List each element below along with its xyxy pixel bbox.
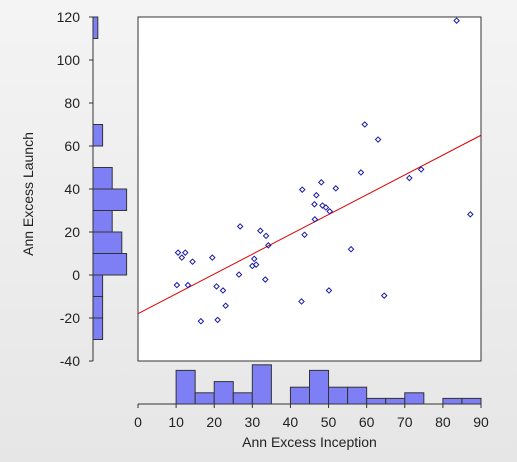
- x-histogram-bar: [385, 397, 406, 405]
- y-histogram-bar: [92, 253, 128, 276]
- x-histogram-bar: [404, 392, 425, 405]
- scatter-point: [311, 216, 319, 223]
- scatter-point: [332, 185, 340, 192]
- scatter-point: [235, 271, 243, 278]
- scatter-point: [319, 202, 326, 209]
- y-axis-label: Ann Excess Launch: [20, 132, 36, 256]
- x-histogram-bar: [442, 397, 463, 405]
- scatter-point: [313, 191, 320, 199]
- y-histogram-bar: [92, 124, 104, 147]
- scatter-point: [197, 317, 205, 325]
- scatter-point: [301, 231, 308, 239]
- scatter-point: [250, 255, 258, 263]
- scatter-point: [265, 242, 272, 249]
- y-tick-label: 40: [64, 181, 80, 197]
- scatter-point: [325, 287, 333, 294]
- scatter-point: [298, 298, 305, 305]
- scatter-point: [361, 121, 369, 128]
- x-axis: 0 10 20 30 40 50 60 70 80 90: [134, 403, 489, 430]
- scatter-point: [467, 211, 474, 218]
- y-tick-label: 80: [64, 95, 80, 111]
- x-histogram-bar: [251, 364, 272, 405]
- y-histogram-bar: [92, 317, 104, 340]
- x-histogram-bar: [328, 386, 349, 405]
- scatter-point: [219, 287, 227, 294]
- y-marginal-histogram: [92, 16, 128, 340]
- y-histogram-bar: [92, 210, 113, 233]
- x-histogram-bar: [194, 392, 215, 405]
- scatter-point: [184, 281, 192, 289]
- scatter-point: [173, 281, 181, 289]
- scatter-point: [178, 254, 186, 261]
- y-axis: -40 -20 0 20 40 60 80 100 120: [57, 9, 94, 369]
- x-tick-label: 80: [435, 414, 451, 430]
- scatter-point: [257, 227, 264, 235]
- scatter-point: [318, 179, 325, 186]
- scatter-points: [173, 17, 474, 325]
- x-tick-label: 40: [283, 414, 299, 430]
- y-tick-label: -40: [60, 353, 80, 369]
- scatter-point: [174, 249, 182, 256]
- scatter-point: [374, 136, 382, 143]
- x-tick-label: 70: [397, 414, 413, 430]
- scatter-point: [181, 249, 189, 256]
- y-tick-label: 120: [57, 9, 81, 25]
- scatter-point: [453, 17, 460, 24]
- x-histogram-bar: [213, 381, 234, 405]
- scatter-point: [357, 169, 365, 176]
- y-histogram-bar: [92, 274, 104, 297]
- scatter-point: [322, 204, 330, 211]
- y-tick-label: 20: [64, 224, 80, 240]
- x-histogram-bar: [366, 397, 387, 405]
- scatter-point: [406, 174, 413, 182]
- y-tick-label: 100: [57, 52, 81, 68]
- x-histogram-bar: [232, 392, 253, 405]
- scatter-point: [347, 245, 355, 253]
- y-tick-label: -20: [60, 310, 80, 326]
- scatter-point: [262, 232, 270, 240]
- scatter-point: [222, 302, 229, 310]
- x-histogram-bar: [461, 397, 482, 405]
- x-tick-label: 60: [359, 414, 375, 430]
- y-histogram-bar: [92, 188, 128, 211]
- x-tick-label: 0: [134, 414, 142, 430]
- y-histogram-bar: [92, 167, 113, 190]
- scatter-point: [189, 258, 196, 265]
- scatter-point: [236, 223, 244, 230]
- scatter-point: [214, 316, 221, 324]
- y-histogram-bar: [92, 16, 99, 39]
- scatter-point: [326, 208, 334, 215]
- x-tick-label: 90: [473, 414, 489, 430]
- scatter-point: [209, 254, 216, 261]
- y-tick-label: 60: [64, 138, 80, 154]
- x-histogram-bar: [175, 369, 196, 405]
- regression-line: [137, 134, 482, 315]
- x-axis-label: Ann Excess Inception: [242, 434, 377, 450]
- plot-area: [137, 16, 482, 362]
- x-tick-label: 30: [245, 414, 261, 430]
- x-tick-label: 10: [168, 414, 184, 430]
- scatter-point: [298, 186, 306, 193]
- x-marginal-histogram: [175, 364, 482, 405]
- x-histogram-bar: [347, 386, 368, 405]
- scatter-point: [380, 292, 388, 299]
- scatter-point: [311, 200, 318, 208]
- scatter-point: [252, 261, 260, 268]
- x-histogram-bar: [289, 386, 311, 405]
- y-histogram-bar: [92, 296, 104, 319]
- x-tick-label: 20: [206, 414, 222, 430]
- y-tick-label: 0: [72, 267, 80, 283]
- scatter-point: [417, 166, 425, 173]
- x-tick-label: 50: [321, 414, 337, 430]
- x-histogram-bar: [309, 369, 330, 405]
- y-histogram-bar: [92, 231, 123, 254]
- scatter-point: [261, 276, 269, 283]
- scatter-point: [213, 283, 220, 290]
